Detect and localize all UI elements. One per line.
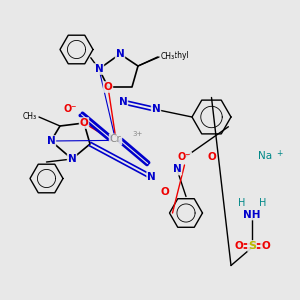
Text: N: N — [116, 49, 124, 59]
Text: N: N — [68, 154, 76, 164]
Text: N: N — [94, 64, 103, 74]
Text: S: S — [248, 241, 256, 251]
Text: Na: Na — [258, 151, 272, 161]
Text: NH: NH — [243, 209, 261, 220]
Text: H: H — [238, 197, 245, 208]
Text: H: H — [259, 197, 266, 208]
Text: O: O — [234, 241, 243, 251]
Text: N: N — [152, 104, 160, 115]
Text: +: + — [276, 148, 282, 158]
Text: Cr: Cr — [110, 134, 122, 145]
Text: N: N — [147, 172, 156, 182]
Text: methyl: methyl — [162, 51, 189, 60]
Text: O⁻: O⁻ — [63, 104, 76, 115]
Text: O: O — [160, 187, 169, 197]
Text: O⁻: O⁻ — [178, 152, 191, 163]
Text: N: N — [46, 136, 56, 146]
Text: N: N — [118, 97, 127, 107]
Text: CH₃: CH₃ — [160, 52, 175, 61]
Text: CH₃: CH₃ — [22, 112, 37, 121]
Text: N: N — [172, 164, 182, 175]
Text: O: O — [103, 82, 112, 92]
Text: 3+: 3+ — [132, 130, 142, 136]
Text: O: O — [261, 241, 270, 251]
Text: O: O — [80, 118, 88, 128]
Text: O: O — [207, 152, 216, 163]
